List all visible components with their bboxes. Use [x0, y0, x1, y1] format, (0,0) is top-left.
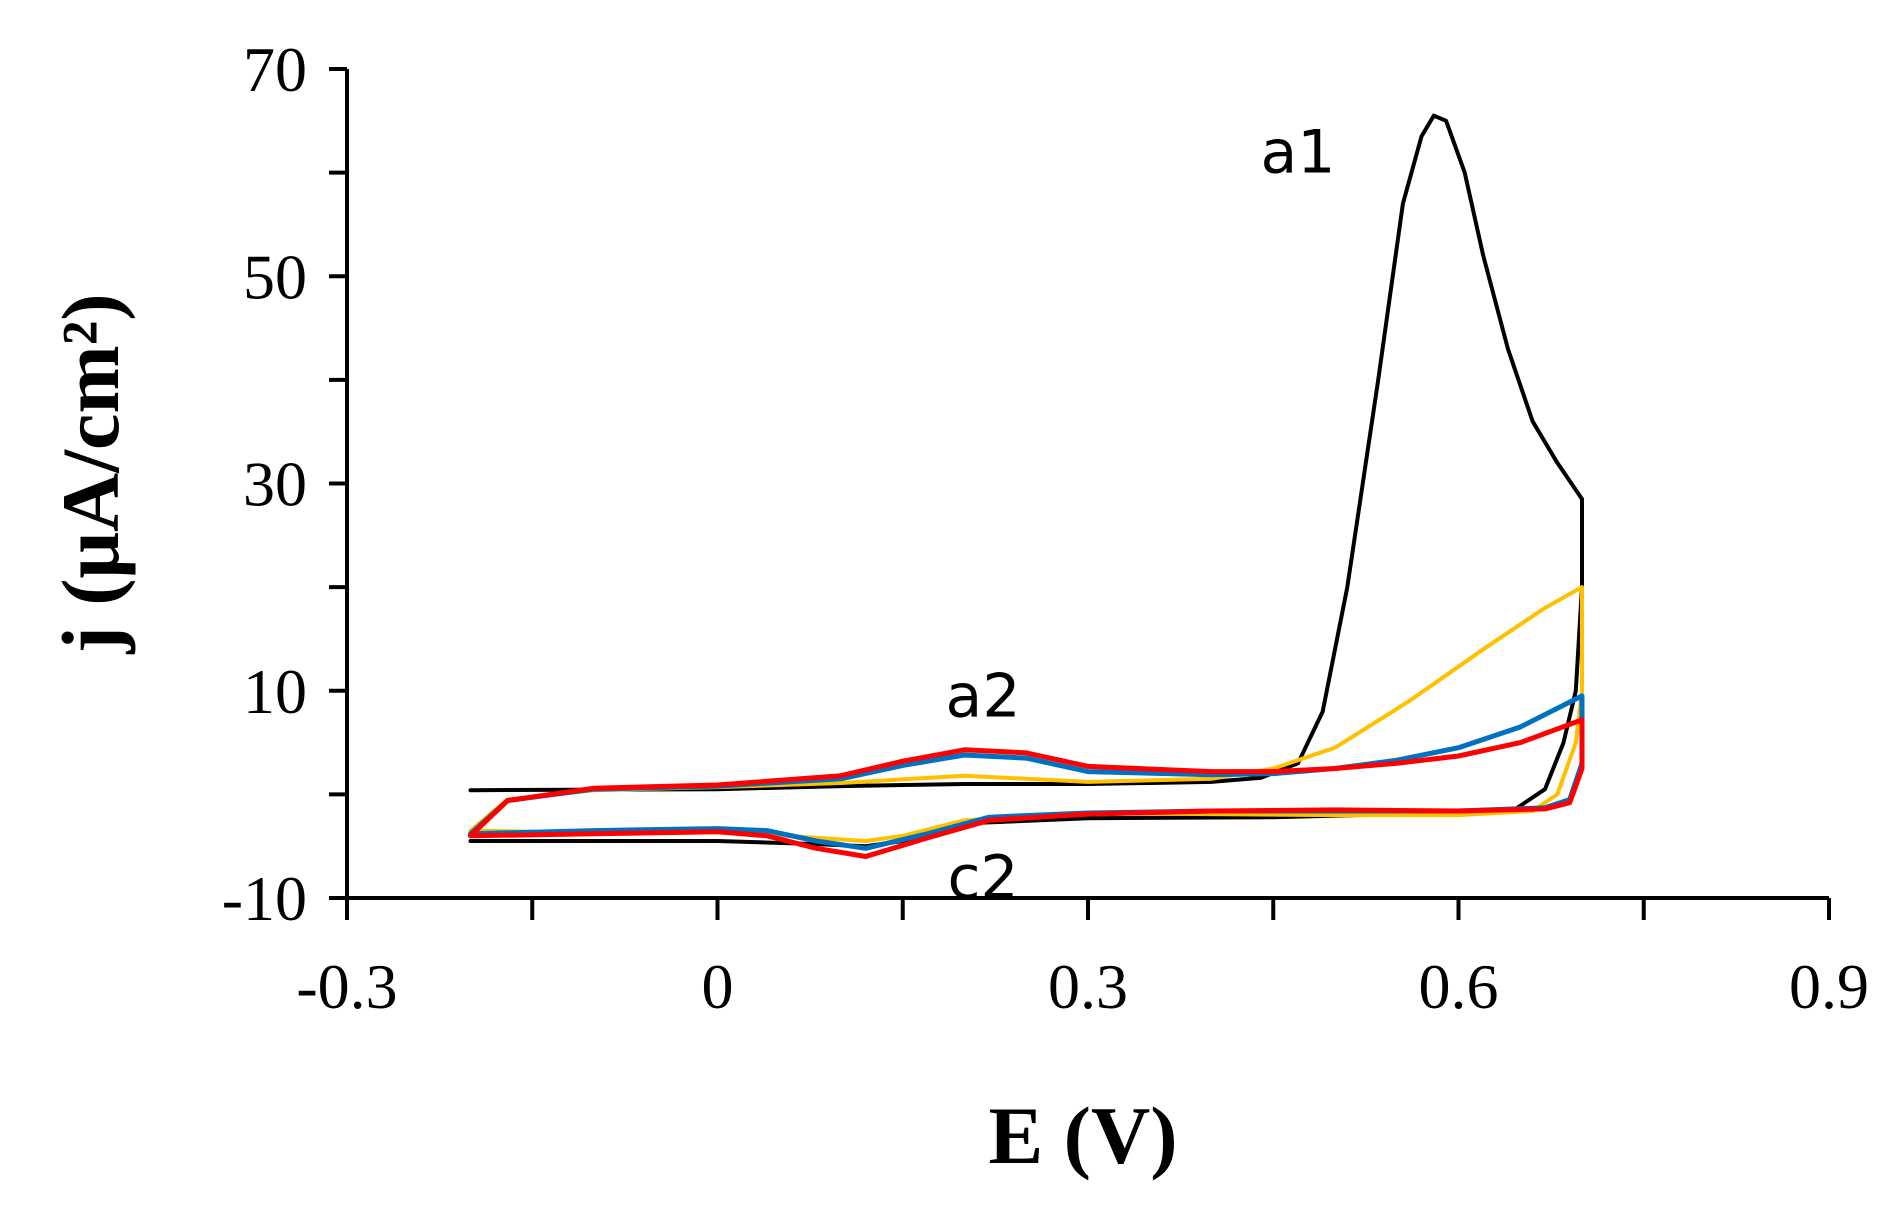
x-tick-label: 0 [702, 951, 734, 1022]
series-blue-line [468, 693, 1585, 851]
y-tick-label: 70 [243, 34, 307, 105]
x-tick-label: 0.6 [1419, 951, 1499, 1022]
y-tick-label: -10 [222, 863, 307, 934]
y-axis-title: j (μA/cm²) [45, 293, 136, 654]
x-tick-label: -0.3 [296, 951, 397, 1022]
annotation-a1: a1 [1260, 118, 1335, 188]
annotations-layer: a1 a2 c2 [946, 118, 1336, 913]
annotation-c2: c2 [947, 843, 1018, 913]
y-tick-label: 50 [243, 241, 307, 312]
x-tick-label: 0.9 [1789, 951, 1869, 1022]
labels-layer: E (V) j (μA/cm²) [45, 293, 1178, 1181]
y-tick-label: 10 [243, 656, 307, 727]
series-yellow-line [468, 585, 1584, 843]
series-red-line [468, 717, 1585, 859]
x-axis-title: E (V) [988, 1090, 1177, 1181]
x-tick-label: 0.3 [1048, 951, 1128, 1022]
curves-layer [468, 113, 1585, 859]
series-black-line [468, 113, 1584, 849]
y-tick-label: 30 [243, 449, 307, 520]
ticks-layer: -10 10 30 50 70 -0.3 0 0.3 0.6 0.9 [222, 34, 1869, 1022]
annotation-a2: a2 [946, 662, 1021, 732]
